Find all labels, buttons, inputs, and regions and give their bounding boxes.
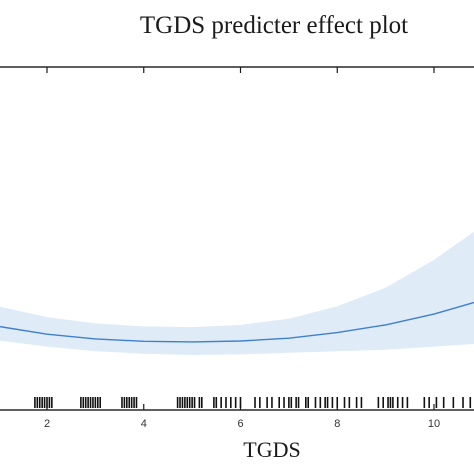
x-axis-label: TGDS xyxy=(243,437,300,462)
plot-area: 2 4 6 8 10 xyxy=(0,66,474,430)
x-tick-label: 8 xyxy=(334,418,340,430)
x-tick-label: 2 xyxy=(44,418,50,430)
x-tick-label: 10 xyxy=(428,418,440,430)
confidence-band xyxy=(0,231,474,355)
chart-title: TGDS predicter effect plot xyxy=(140,12,408,39)
plot-frame xyxy=(0,66,474,411)
x-tick-label: 4 xyxy=(141,418,147,430)
fit-line xyxy=(0,301,474,343)
x-tick-label: 6 xyxy=(237,418,243,430)
